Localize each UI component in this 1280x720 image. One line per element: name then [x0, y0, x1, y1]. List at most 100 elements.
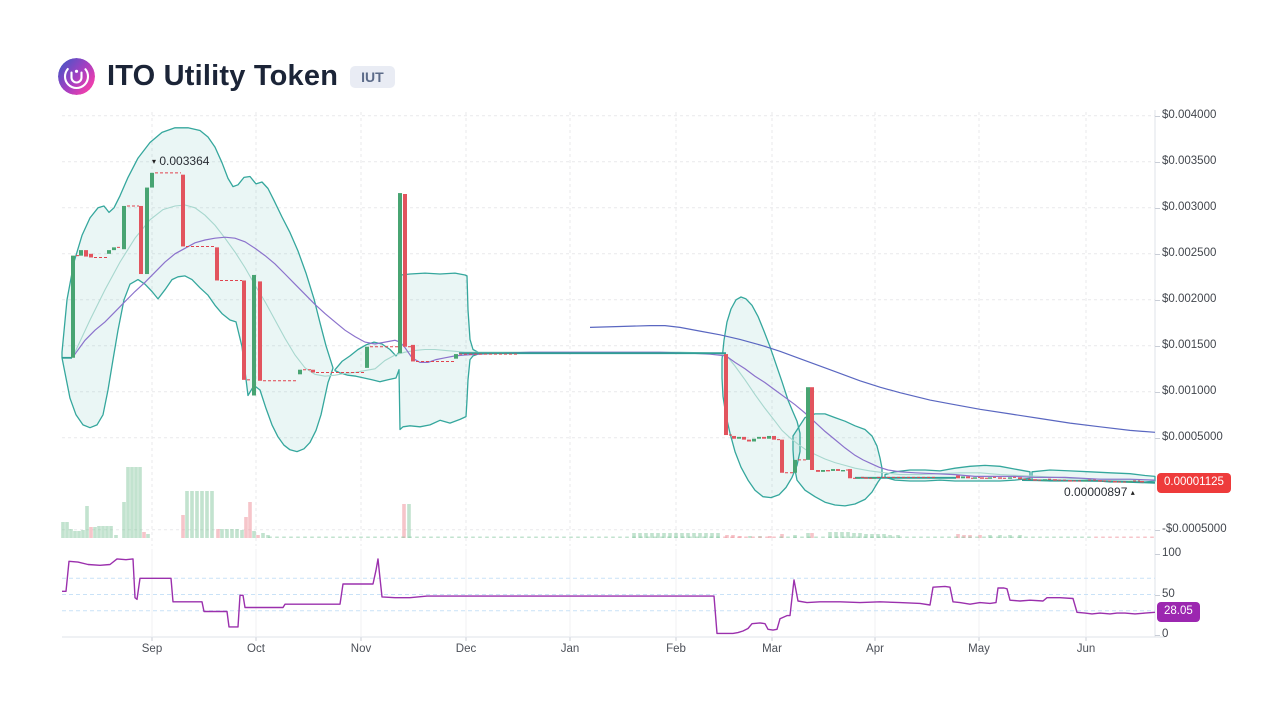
volume-bar — [653, 536, 657, 538]
price-axis-label: $0.001000 — [1162, 384, 1217, 397]
volume-bar — [737, 536, 741, 538]
candle — [181, 174, 185, 247]
candle — [841, 470, 845, 472]
rsi-axis-label: 50 — [1162, 587, 1175, 600]
volume-bar — [1059, 536, 1063, 538]
bollinger-band — [334, 272, 479, 431]
volume-bar — [744, 536, 748, 538]
candle — [856, 477, 860, 479]
price-axis-tick — [1155, 115, 1160, 117]
volume-bar — [656, 533, 660, 538]
month-label: May — [968, 643, 990, 655]
volume-bar — [252, 531, 256, 538]
bollinger-band — [61, 127, 334, 453]
volume-bar — [968, 535, 972, 538]
volume-bar — [863, 536, 867, 538]
volume-bar — [834, 532, 838, 538]
candle — [1098, 480, 1102, 482]
candle — [1008, 477, 1012, 479]
price-axis-label: $0.002000 — [1162, 292, 1217, 305]
candle — [252, 274, 256, 396]
volume-bar — [520, 536, 524, 538]
candle — [872, 477, 876, 479]
volume-bar — [230, 529, 234, 538]
purple-ma-line — [72, 236, 1156, 481]
candle — [79, 250, 83, 256]
volume-bar — [541, 536, 545, 538]
volume-bar — [856, 536, 860, 538]
volume-bar — [1122, 536, 1126, 538]
candle — [71, 255, 75, 358]
volume-bar — [282, 536, 286, 538]
price-axis-tick — [1155, 207, 1160, 209]
volume-bar — [821, 536, 825, 538]
volume-bar — [77, 531, 81, 538]
candle — [145, 187, 149, 275]
price-axis-tick — [1155, 299, 1160, 301]
volume-bar — [870, 534, 874, 538]
volume-bar — [926, 536, 930, 538]
volume-bar — [216, 529, 220, 538]
price-axis-tick — [1155, 345, 1160, 347]
volume-bar — [779, 536, 783, 538]
volume-bar — [126, 467, 130, 538]
volume-bar — [499, 536, 503, 538]
month-label: Jan — [560, 643, 580, 655]
volume-bar — [190, 491, 194, 538]
candle — [956, 475, 960, 479]
volume-bar — [366, 536, 370, 538]
volume-bar — [905, 536, 909, 538]
low-price-annotation: 0.00000897 ▴ — [1064, 485, 1135, 499]
month-label: Feb — [666, 643, 686, 655]
volume-bar — [807, 536, 811, 538]
volume-bar — [105, 526, 109, 538]
volume-bar — [422, 536, 426, 538]
price-axis-label: -$0.0005000 — [1162, 522, 1227, 535]
volume-bar — [674, 533, 678, 538]
volume-bar — [331, 536, 335, 538]
volume-bar — [268, 536, 272, 538]
price-chart-canvas[interactable] — [0, 0, 1280, 700]
volume-bar — [1066, 536, 1070, 538]
candle — [772, 435, 776, 440]
volume-bar — [450, 536, 454, 538]
candle — [122, 205, 126, 250]
volume-bar — [882, 534, 886, 538]
volume-bar — [650, 533, 654, 538]
volume-bar — [248, 502, 252, 538]
volume-bar — [660, 536, 664, 538]
volume-bar — [61, 522, 65, 538]
volume-bar — [380, 536, 384, 538]
volume-bar — [846, 532, 850, 538]
candle — [398, 193, 402, 354]
price-axis-label: $0.0005000 — [1162, 430, 1223, 443]
candle — [831, 469, 835, 471]
candle — [757, 436, 761, 439]
candle — [242, 280, 246, 380]
volume-bar — [989, 536, 993, 538]
candle — [1043, 479, 1047, 481]
volume-bar — [730, 536, 734, 538]
volume-bar — [85, 506, 89, 538]
candle — [732, 435, 736, 439]
volume-bar — [443, 536, 447, 538]
volume-bar — [646, 536, 650, 538]
rsi-line — [62, 558, 1156, 635]
page-header: ITO Utility Token IUT — [58, 58, 395, 95]
candle — [836, 469, 840, 471]
volume-bar — [852, 533, 856, 538]
volume-bar — [674, 536, 678, 538]
volume-bar — [81, 530, 85, 538]
volume-bar — [1045, 536, 1049, 538]
volume-bar — [122, 502, 126, 538]
candle — [411, 344, 415, 362]
volume-bar — [793, 535, 797, 538]
volume-bar — [632, 536, 636, 538]
month-label: Mar — [762, 643, 782, 655]
volume-bar — [751, 536, 755, 538]
volume-bar — [471, 536, 475, 538]
volume-bar — [1080, 536, 1084, 538]
rsi-axis-label: 0 — [1162, 628, 1169, 640]
volume-bar — [611, 536, 615, 538]
volume-bar — [780, 534, 784, 538]
